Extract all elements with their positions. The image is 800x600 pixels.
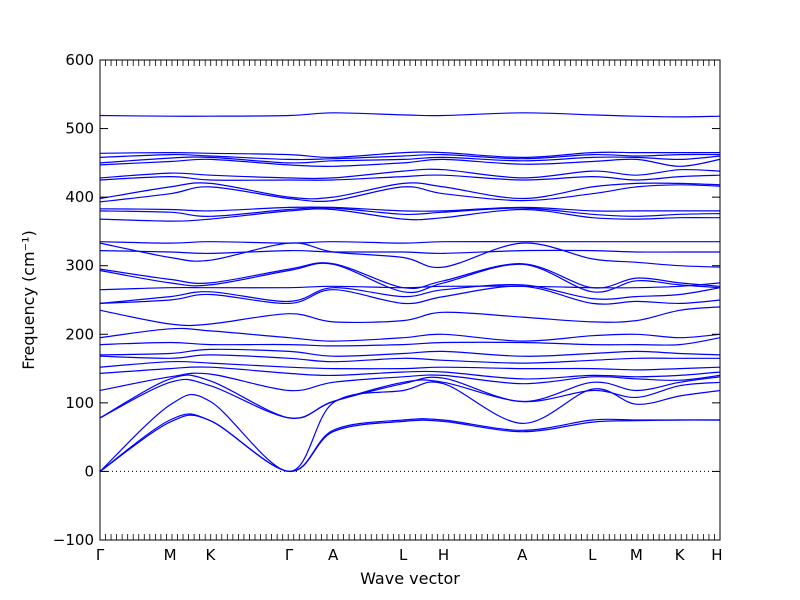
x-tick-label: L	[399, 546, 408, 564]
x-tick-label: L	[588, 546, 597, 564]
band-line-10	[99, 348, 721, 357]
band-line-4	[99, 378, 721, 419]
band-lines	[99, 112, 721, 473]
band-line-22	[99, 208, 721, 222]
band-line-25	[99, 184, 721, 203]
band-line-18	[99, 262, 721, 289]
band-line-29	[99, 158, 721, 167]
band-line-12	[99, 327, 721, 342]
x-tick-label: A	[517, 546, 528, 564]
x-tick-label: K	[675, 546, 686, 564]
band-line-17	[99, 262, 721, 294]
y-tick-label: 300	[65, 257, 94, 275]
y-axis: −100 0 100 200 300 400 500 600	[53, 51, 720, 549]
band-line-3	[99, 381, 721, 473]
y-tick-label: 100	[65, 394, 94, 412]
band-line-27	[99, 174, 721, 181]
band-line-6	[99, 372, 721, 392]
band-line-14	[99, 285, 721, 305]
band-line-31	[99, 153, 721, 161]
band-line-23	[99, 207, 721, 217]
y-tick-label: 600	[65, 51, 94, 69]
band-line-9	[99, 354, 720, 364]
band-line-21	[99, 241, 720, 244]
x-tick-label: M	[164, 546, 177, 564]
band-line-19	[99, 249, 720, 255]
band-line-2	[99, 413, 720, 473]
band-line-7	[99, 366, 721, 380]
band-line-15	[99, 284, 721, 304]
x-tick-label: Γ	[285, 546, 294, 564]
band-line-11	[99, 337, 721, 347]
y-tick-label: 200	[65, 325, 94, 343]
band-line-13	[99, 306, 721, 327]
band-line-26	[99, 182, 721, 200]
plot-background	[100, 60, 720, 540]
y-tick-label: 400	[65, 188, 94, 206]
band-line-24	[99, 206, 721, 212]
y-axis-label: Frequency (cm⁻¹)	[19, 230, 38, 369]
minor-ticks	[99, 60, 721, 540]
x-tick-label: A	[328, 546, 339, 564]
x-axis-label: Wave vector	[360, 569, 460, 588]
band-line-28	[99, 168, 721, 180]
x-tick-label: K	[205, 546, 216, 564]
x-tick-label: H	[711, 546, 722, 564]
y-tick-label: 500	[65, 120, 94, 138]
band-line-33	[99, 112, 721, 118]
plot-frame	[99, 59, 721, 541]
x-tick-label: M	[630, 546, 643, 564]
y-tick-label: −100	[53, 531, 94, 549]
x-tick-label: Γ	[96, 546, 105, 564]
x-tick-label: H	[438, 546, 449, 564]
band-line-30	[99, 155, 721, 164]
plot-area	[99, 59, 721, 541]
band-line-20	[99, 242, 721, 269]
band-line-32	[99, 151, 720, 159]
band-line-5	[99, 374, 721, 420]
y-tick-label: 0	[84, 462, 94, 480]
band-line-8	[99, 360, 721, 371]
